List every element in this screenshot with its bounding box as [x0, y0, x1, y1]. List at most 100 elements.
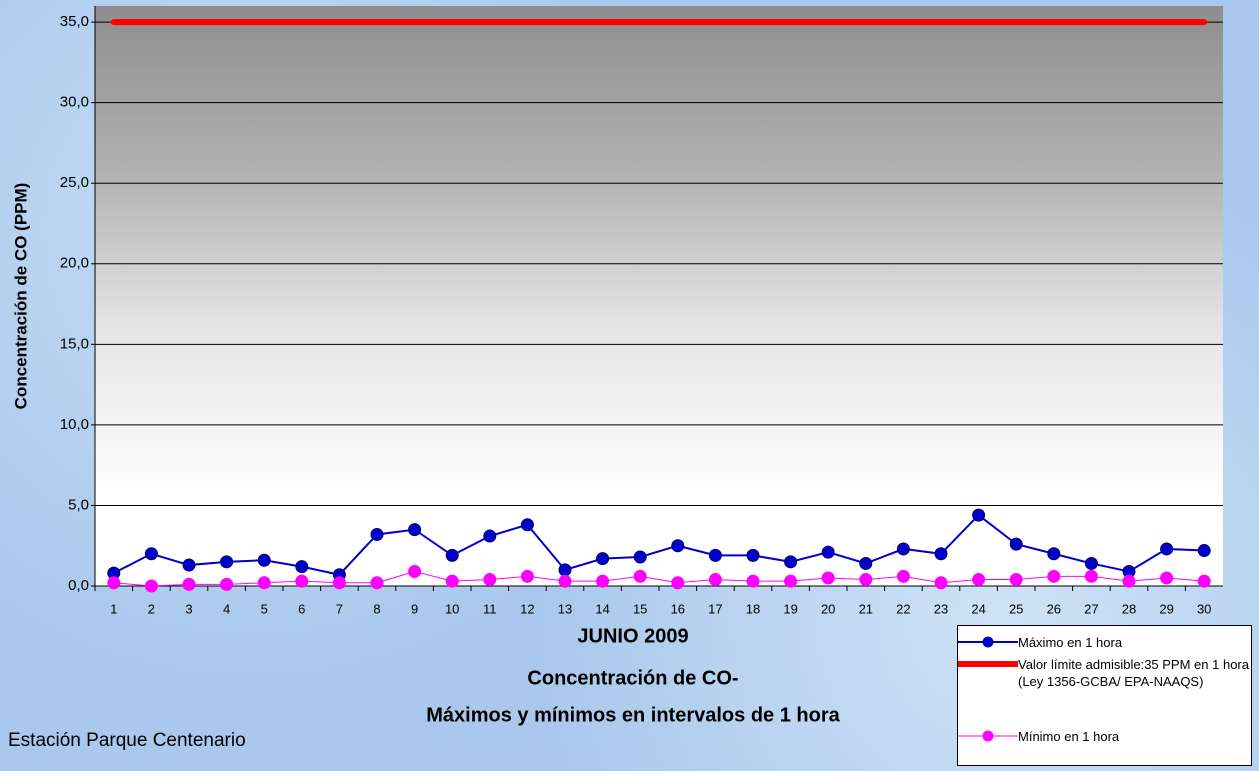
- data-point: [520, 518, 534, 532]
- legend-item: Valor límite admisible:35 PPM en 1 hora …: [958, 656, 1250, 690]
- data-point: [445, 574, 459, 588]
- x-tick-label: 27: [1084, 601, 1098, 616]
- x-tick-label: 3: [185, 601, 192, 616]
- x-tick-label: 30: [1197, 601, 1211, 616]
- legend-marker: [982, 730, 994, 742]
- x-tick-label: 16: [671, 601, 685, 616]
- data-point: [859, 573, 873, 587]
- data-point: [708, 573, 722, 587]
- x-tick-label: 14: [595, 601, 609, 616]
- x-tick-label: 19: [783, 601, 797, 616]
- data-point: [483, 529, 497, 543]
- x-tick-label: 15: [633, 601, 647, 616]
- data-point: [370, 527, 384, 541]
- legend-marker: [982, 636, 994, 648]
- data-point: [1084, 569, 1098, 583]
- data-point: [859, 556, 873, 570]
- data-point: [746, 548, 760, 562]
- data-point: [370, 576, 384, 590]
- chart-title: Máximos y mínimos en intervalos de 1 hor…: [426, 704, 840, 726]
- x-tick-label: 9: [411, 601, 418, 616]
- data-point: [408, 565, 422, 578]
- x-tick-label: 20: [821, 601, 835, 616]
- data-point: [708, 548, 722, 562]
- data-point: [558, 563, 572, 577]
- data-point: [1197, 574, 1211, 588]
- data-point: [934, 547, 948, 561]
- data-point: [257, 553, 271, 567]
- x-tick-label: 29: [1159, 601, 1173, 616]
- x-tick-label: 6: [298, 601, 305, 616]
- data-point: [633, 569, 647, 583]
- data-point: [1009, 537, 1023, 551]
- y-tick-label: 15,0: [60, 335, 89, 352]
- y-tick-label: 30,0: [60, 94, 89, 111]
- x-tick-label: 5: [261, 601, 268, 616]
- data-point: [784, 555, 798, 569]
- data-point: [596, 552, 610, 566]
- y-tick-label: 0,0: [68, 577, 89, 594]
- x-tick-label: 25: [1009, 601, 1023, 616]
- data-point: [332, 576, 346, 590]
- plot-area: [95, 6, 1223, 586]
- legend-swatch: [958, 730, 1018, 742]
- data-point: [295, 574, 309, 588]
- data-point: [220, 555, 234, 569]
- data-point: [1009, 573, 1023, 587]
- x-tick-label: 24: [971, 601, 985, 616]
- x-tick-label: 21: [859, 601, 873, 616]
- legend-swatch: [958, 636, 1018, 648]
- x-tick-label: 4: [223, 601, 230, 616]
- annotation: Estación Parque Centenario: [8, 730, 246, 751]
- data-point: [633, 550, 647, 564]
- data-point: [746, 574, 760, 588]
- y-axis-label: Concentración de CO (PPM): [11, 183, 30, 410]
- data-point: [483, 573, 497, 587]
- data-point: [558, 574, 572, 588]
- data-point: [1197, 544, 1211, 558]
- x-tick-label: 13: [558, 601, 572, 616]
- x-tick-label: 1: [110, 601, 117, 616]
- y-tick-label: 10,0: [60, 416, 89, 433]
- x-tick-label: 17: [708, 601, 722, 616]
- data-point: [821, 545, 835, 559]
- y-tick-label: 25,0: [60, 174, 89, 191]
- data-point: [1160, 571, 1174, 585]
- data-point: [1047, 547, 1061, 561]
- x-tick-label: 22: [896, 601, 910, 616]
- x-tick-label: 12: [520, 601, 534, 616]
- x-tick-label: 23: [934, 601, 948, 616]
- data-point: [107, 576, 121, 590]
- data-point: [972, 573, 986, 587]
- legend-label: Máximo en 1 hora: [1018, 635, 1123, 650]
- chart-title: Concentración de CO-: [527, 667, 738, 689]
- data-point: [896, 569, 910, 583]
- data-point: [257, 576, 271, 590]
- data-point: [1084, 556, 1098, 570]
- data-point: [144, 547, 158, 561]
- data-point: [1160, 542, 1174, 556]
- x-tick-label: 7: [336, 601, 343, 616]
- data-point: [671, 539, 685, 553]
- x-tick-label: 18: [746, 601, 760, 616]
- x-tick-label: 10: [445, 601, 459, 616]
- data-point: [1047, 569, 1061, 583]
- legend: Máximo en 1 hora Valor límite admisible:3…: [957, 625, 1252, 766]
- chart-title: JUNIO 2009: [577, 625, 688, 647]
- data-point: [972, 508, 986, 522]
- data-point: [220, 577, 234, 591]
- data-point: [182, 577, 196, 591]
- y-tick-label: 35,0: [60, 13, 89, 30]
- data-point: [596, 574, 610, 588]
- data-point: [671, 576, 685, 590]
- legend-label: Mínimo en 1 hora: [1018, 729, 1120, 744]
- data-point: [934, 576, 948, 590]
- x-tick-label: 8: [373, 601, 380, 616]
- data-point: [821, 571, 835, 585]
- x-tick-label: 11: [483, 601, 497, 616]
- legend-item: Máximo en 1 hora: [958, 634, 1250, 651]
- x-tick-label: 28: [1122, 601, 1136, 616]
- x-tick-label: 2: [148, 601, 155, 616]
